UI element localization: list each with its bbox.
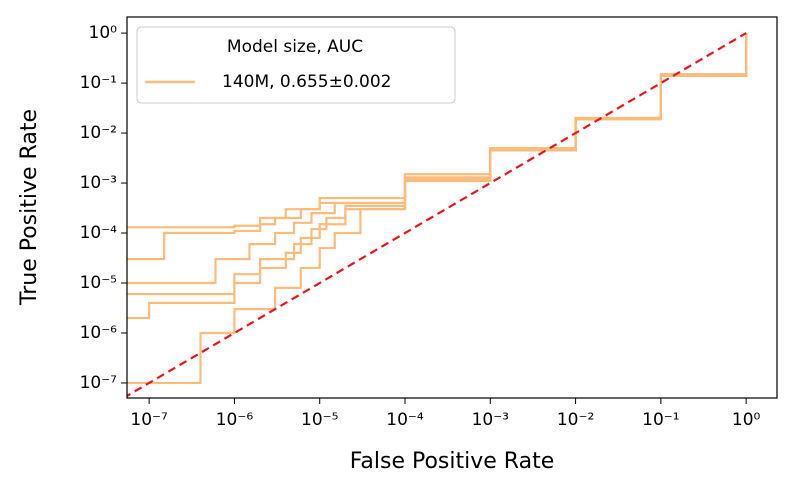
x-axis-label: False Positive Rate <box>350 449 554 474</box>
y-tick-label: 10⁰ <box>89 23 118 43</box>
plot-frame <box>126 16 778 399</box>
y-tick-label: 10⁻¹ <box>80 73 117 93</box>
x-tick-label: 10⁰ <box>732 410 761 430</box>
x-tick-label: 10⁻⁴ <box>386 410 424 430</box>
y-tick-label: 10⁻² <box>80 123 117 143</box>
roc-curve <box>127 33 748 296</box>
x-tick-label: 10⁻⁶ <box>216 410 254 430</box>
x-tick-label: 10⁻⁷ <box>130 410 168 430</box>
x-tick-label: 10⁻² <box>557 410 594 430</box>
y-tick-label: 10⁻⁷ <box>80 373 118 393</box>
x-tick-label: 10⁻⁵ <box>301 410 338 430</box>
legend-label: 140M, 0.655±0.002 <box>222 72 392 92</box>
plot-area <box>127 32 748 398</box>
x-tick-label: 10⁻¹ <box>642 410 679 430</box>
y-tick-label: 10⁻⁴ <box>80 223 118 243</box>
legend-title: Model size, AUC <box>227 37 363 57</box>
chance-line <box>127 32 747 398</box>
y-tick-label: 10⁻⁵ <box>80 273 117 293</box>
x-tick-label: 10⁻³ <box>472 410 509 430</box>
y-tick-label: 10⁻⁶ <box>80 323 118 343</box>
y-tick-label: 10⁻³ <box>80 173 117 193</box>
roc-curve <box>127 33 748 261</box>
legend-box <box>136 26 456 104</box>
y-axis-label: True Positive Rate <box>17 109 42 306</box>
